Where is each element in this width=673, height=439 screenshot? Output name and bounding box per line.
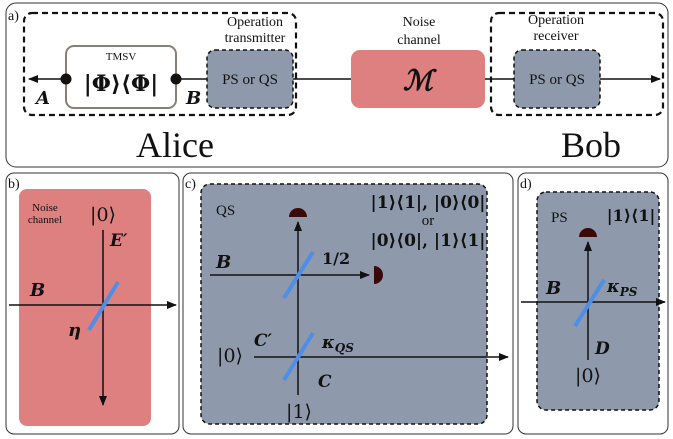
bob-label: Bob	[561, 125, 621, 165]
vacuum-input: |0⟩	[217, 345, 243, 367]
tmsv-port-a	[60, 73, 72, 85]
panel-c-tag: c)	[185, 177, 196, 192]
mode-b-label: B	[545, 278, 561, 299]
noise-title-2: channel	[397, 33, 441, 48]
noise-channel-title-1: Noise	[32, 202, 58, 214]
receiver-box	[513, 49, 601, 109]
projector: |1⟩⟨1|	[607, 206, 656, 225]
transmitter-title-1: Operation	[227, 15, 283, 30]
kappa-ps-label: κPS	[606, 277, 638, 299]
transmitter-box	[206, 49, 294, 109]
c-label: C	[318, 372, 332, 392]
c-prime-label: C′	[254, 331, 273, 351]
alice-label: Alice	[136, 125, 214, 165]
panel-a: a) TMSV |Φ⟩⟨Φ| A B Operation transmitter…	[5, 2, 669, 168]
panel-c: c) QS |1⟩⟨1|, |0⟩⟨0| or |0⟩⟨0|, |1⟩⟨1| B…	[182, 172, 514, 435]
tmsv-state: |Φ⟩⟨Φ|	[84, 71, 158, 97]
detector-top	[579, 228, 597, 237]
panel-b-tag: b)	[8, 177, 20, 192]
detector-right	[374, 266, 383, 284]
noise-channel-box	[19, 189, 151, 426]
mode-b-label: B	[185, 88, 201, 109]
vacuum-input: |0⟩	[575, 365, 601, 387]
vacuum-input: |0⟩	[90, 204, 116, 226]
eta-label: η	[68, 320, 81, 341]
beam-splitter-kappa-ps	[573, 278, 606, 328]
tmsv-label: TMSV	[106, 51, 137, 63]
noise-symbol: ℳ	[403, 64, 437, 97]
bob-dashed-box	[489, 11, 665, 117]
beam-splitter-eta	[87, 280, 120, 332]
qs-box	[200, 183, 488, 425]
mode-a-label: A	[34, 88, 50, 109]
panel-a-tag: a)	[8, 9, 19, 24]
mode-b-label: B	[29, 280, 45, 301]
noise-box	[351, 50, 485, 108]
projector-1: |1⟩⟨1|, |0⟩⟨0|	[371, 193, 486, 213]
projector-or: or	[422, 213, 435, 229]
noise-channel-title-2: channel	[28, 214, 62, 226]
tmsv-port-b	[170, 73, 182, 85]
mode-b-label: B	[215, 252, 231, 273]
receiver-title-1: Operation	[528, 13, 584, 28]
projector-2: |0⟩⟨0|, |1⟩⟨1|	[371, 231, 486, 251]
noise-title-1: Noise	[403, 15, 436, 30]
mode-d-label: D	[594, 339, 610, 359]
env-mode-label: E′	[109, 231, 128, 251]
qs-title: QS	[216, 203, 235, 219]
beam-splitter-half	[282, 250, 315, 300]
half-label: 1/2	[322, 249, 350, 268]
transmitter-box-label: PS or QS	[222, 72, 278, 88]
kappa-qs-label: κQS	[321, 333, 354, 355]
beam-splitter-kappa-qs	[282, 331, 315, 382]
panel-b: b) Noise channel |0⟩ E′ B η	[5, 172, 180, 435]
ps-title: PS	[551, 210, 568, 226]
detector-top	[289, 208, 307, 217]
receiver-box-label: PS or QS	[529, 72, 585, 88]
receiver-title-2: receiver	[533, 29, 578, 44]
single-photon-input: |1⟩	[286, 401, 312, 423]
panel-d-tag: d)	[520, 177, 532, 192]
transmitter-title-2: transmitter	[225, 31, 286, 46]
panel-d: d) PS |1⟩⟨1| B κPS D |0⟩	[517, 172, 669, 435]
alice-dashed-box	[22, 11, 298, 117]
